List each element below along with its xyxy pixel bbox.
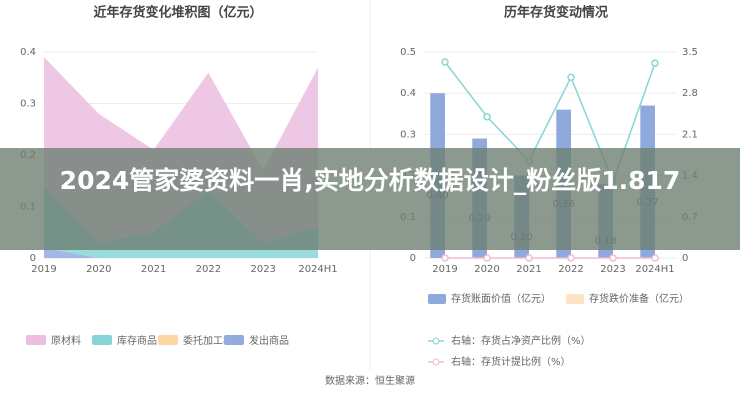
chart-title: 近年存货变化堆积图（亿元）: [93, 5, 262, 21]
source: 数据来源：恒生聚源: [325, 374, 415, 387]
legend-swatch: [432, 337, 440, 345]
legend-label: 原材料: [51, 334, 81, 347]
point: [483, 254, 491, 262]
y-tick-label: 0.3: [400, 129, 416, 140]
y-tick-label: 0.4: [400, 88, 416, 99]
y-tick-label: 0: [30, 253, 36, 264]
legend-swatch: [158, 335, 178, 345]
x-tick-label: 2020: [474, 264, 499, 275]
point: [441, 254, 449, 262]
legend-label: 发出商品: [249, 334, 289, 347]
area: [44, 247, 318, 258]
legend-label: 右轴：存货计提比例（%）: [451, 355, 571, 368]
x-tick-label: 2021: [141, 264, 166, 275]
legend-swatch: [428, 294, 446, 304]
y-tick-label: 0.5: [400, 47, 416, 58]
point: [525, 254, 533, 262]
y-tick-label: 0.3: [20, 99, 36, 110]
legend-label: 右轴：存货占净资产比例（%）: [451, 334, 591, 347]
x-tick-label: 2023: [250, 264, 275, 275]
y-tick-label: 0: [682, 253, 688, 264]
x-tick-label: 2021: [516, 264, 541, 275]
legend-label: 库存商品: [117, 334, 157, 347]
legend-swatch: [432, 358, 440, 366]
point: [441, 58, 449, 66]
overlay: 2024管家婆资料一肖,实地分析数据设计_粉丝版1.817: [59, 166, 681, 195]
overlay-band: [0, 148, 740, 250]
point: [567, 254, 575, 262]
legend-label: 存货跌价准备（亿元）: [589, 292, 689, 305]
y-tick-label: 2.1: [682, 129, 698, 140]
x-tick-label: 2019: [31, 264, 56, 275]
point: [609, 254, 617, 262]
point: [651, 254, 659, 262]
y-tick-label: 3.5: [682, 47, 698, 58]
y-tick-label: 0: [410, 253, 416, 264]
legend-swatch: [92, 335, 112, 345]
x-tick-label: 2022: [558, 264, 583, 275]
overlay-text: 2024管家婆资料一肖,实地分析数据设计_粉丝版1.817: [59, 166, 681, 195]
point: [651, 59, 659, 67]
x-tick-label: 2024H1: [635, 264, 674, 275]
point: [483, 112, 491, 121]
legend-swatch: [26, 335, 46, 345]
x-tick-label: 2020: [86, 264, 111, 275]
legend-swatch: [224, 335, 244, 345]
legend-label: 存货账面价值（亿元）: [451, 292, 551, 305]
x-tick-label: 2023: [600, 264, 625, 275]
x-tick-label: 2024H1: [298, 264, 337, 275]
point: [567, 73, 575, 82]
y-tick-label: 0.4: [20, 47, 36, 58]
x-tick-label: 2019: [432, 264, 457, 275]
y-tick-label: 2.8: [682, 88, 698, 99]
legend-swatch: [566, 294, 584, 304]
x-tick-label: 2022: [196, 264, 221, 275]
chart-title: 历年存货变动情况: [504, 5, 608, 21]
